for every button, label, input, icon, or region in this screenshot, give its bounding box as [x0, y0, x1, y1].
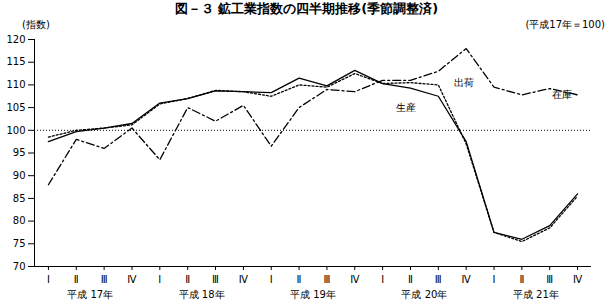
svg-text:平成 20年: 平成 20年: [401, 289, 447, 300]
svg-text:105: 105: [6, 102, 25, 113]
svg-text:生産: 生産: [396, 102, 416, 113]
svg-text:平成 19年: 平成 19年: [290, 289, 336, 300]
svg-text:Ⅳ: Ⅳ: [350, 274, 360, 285]
svg-text:90: 90: [13, 170, 26, 181]
svg-text:出荷: 出荷: [454, 77, 474, 88]
svg-text:115: 115: [6, 56, 25, 67]
svg-text:Ⅲ: Ⅲ: [101, 274, 108, 285]
svg-text:Ⅳ: Ⅳ: [462, 274, 472, 285]
svg-text:平成 18年: 平成 18年: [179, 289, 225, 300]
svg-text:Ⅰ: Ⅰ: [47, 274, 50, 285]
svg-text:Ⅱ: Ⅱ: [297, 274, 302, 285]
svg-text:在庫: 在庫: [552, 89, 572, 100]
svg-text:Ⅱ: Ⅱ: [519, 274, 524, 285]
svg-text:95: 95: [13, 147, 26, 158]
svg-text:Ⅳ: Ⅳ: [239, 274, 249, 285]
svg-text:平成 17年: 平成 17年: [67, 289, 113, 300]
svg-text:Ⅲ: Ⅲ: [323, 274, 330, 285]
svg-text:120: 120: [6, 34, 25, 45]
svg-text:100: 100: [6, 125, 25, 136]
svg-text:70: 70: [13, 261, 26, 272]
svg-text:Ⅳ: Ⅳ: [573, 274, 583, 285]
html-text:(指数): (指数): [22, 19, 50, 30]
svg-text:Ⅲ: Ⅲ: [435, 274, 442, 285]
svg-text:Ⅰ: Ⅰ: [158, 274, 161, 285]
svg-text:Ⅳ: Ⅳ: [127, 274, 137, 285]
html-text:(平成17年＝100): (平成17年＝100): [525, 19, 605, 30]
svg-text:Ⅱ: Ⅱ: [408, 274, 413, 285]
svg-text:Ⅰ: Ⅰ: [493, 274, 496, 285]
svg-text:平成 21年: 平成 21年: [513, 289, 559, 300]
svg-text:110: 110: [6, 79, 25, 90]
svg-text:80: 80: [13, 215, 26, 226]
svg-text:Ⅰ: Ⅰ: [270, 274, 273, 285]
svg-text:Ⅰ: Ⅰ: [381, 274, 384, 285]
svg-text:Ⅲ: Ⅲ: [546, 274, 553, 285]
svg-text:75: 75: [13, 238, 26, 249]
html-text:図－３ 鉱工業指数の四半期推移(季節調整済): 図－３ 鉱工業指数の四半期推移(季節調整済): [174, 1, 439, 16]
svg-text:Ⅱ: Ⅱ: [185, 274, 190, 285]
svg-text:Ⅲ: Ⅲ: [212, 274, 219, 285]
svg-text:85: 85: [13, 193, 26, 204]
svg-text:Ⅱ: Ⅱ: [74, 274, 79, 285]
